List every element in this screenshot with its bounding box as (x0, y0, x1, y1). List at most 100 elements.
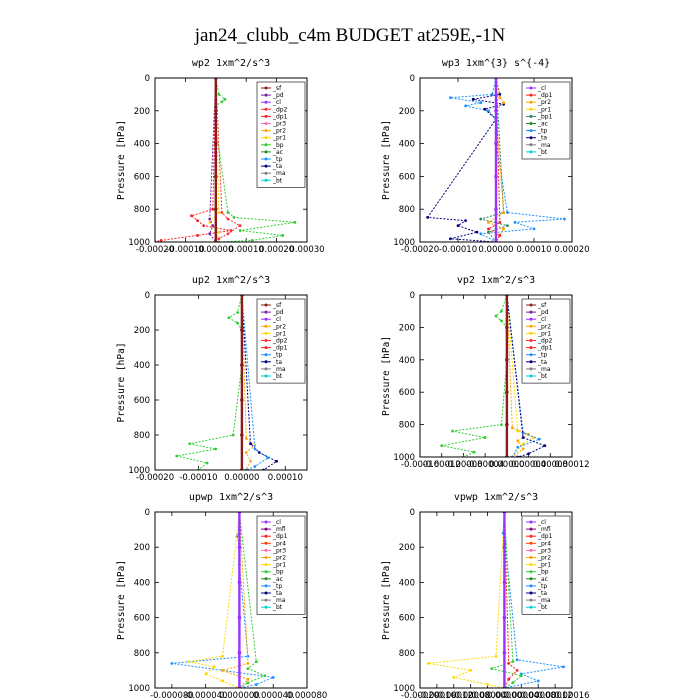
legend-entry: _pr1 (537, 106, 551, 113)
point-pd (211, 224, 215, 228)
point-dp1 (211, 207, 215, 211)
legend-marker (264, 317, 268, 321)
x-tick-label: -0.000080 (150, 691, 194, 700)
point-bp1 (506, 224, 509, 228)
y-tick-label: 0 (410, 508, 415, 518)
point-dp1 (507, 661, 511, 665)
y-tick-label: 0 (145, 508, 150, 518)
legend-marker (264, 143, 268, 147)
legend-entry: _bt (272, 373, 283, 380)
y-tick-label: 0 (410, 74, 415, 84)
legend-entry: _mfl (272, 526, 286, 533)
x-tick-label: -0.00016 (401, 460, 439, 470)
plot-frame (154, 77, 308, 243)
legend-entry: _ac (272, 149, 283, 156)
y-tick-label: 800 (134, 431, 150, 441)
point-cl (237, 545, 242, 549)
legend-marker (264, 107, 268, 111)
legend-marker (264, 584, 268, 588)
point-pr1 (221, 654, 224, 658)
point-sf (240, 328, 244, 332)
point-tp (266, 456, 270, 460)
y-tick-label: 400 (134, 361, 150, 371)
legend-marker (264, 563, 268, 567)
legend-marker (529, 317, 533, 321)
point-ta (275, 459, 278, 463)
series-group (440, 295, 547, 457)
series-pr2 (506, 295, 530, 457)
point-pr1 (494, 654, 498, 658)
legend-marker (529, 605, 533, 609)
y-tick-label: 600 (399, 614, 415, 624)
point-dp1 (196, 219, 199, 223)
legend-marker (264, 534, 268, 538)
x-tick-label: -0.00010 (179, 473, 217, 483)
point-pd (208, 217, 212, 221)
point-bp (263, 674, 267, 678)
point-ta (464, 219, 467, 223)
panel-title: wp2 1xm^2/s^3 (192, 58, 270, 69)
y-tick-label: 200 (134, 543, 150, 553)
point-pr2 (244, 437, 248, 440)
y-tick-label: 400 (134, 578, 150, 588)
legend-marker (529, 136, 533, 140)
point-tp (516, 445, 520, 449)
legend-entry: _pr3 (272, 121, 286, 128)
y-axis-label: Pressure [hPa] (381, 120, 392, 200)
legend-entry: _pr2 (537, 555, 551, 562)
x-tick-label: 0.000000 (219, 691, 260, 700)
y-axis-label: Pressure [hPa] (381, 560, 392, 640)
point-tp (449, 96, 452, 100)
y-tick-label: 800 (399, 649, 415, 659)
legend-entry: _pd (537, 309, 549, 316)
legend-entry: _cl (537, 316, 546, 323)
point-dp1 (202, 224, 206, 228)
legend-marker (529, 143, 533, 147)
x-tick-label: 0.00016 (554, 691, 589, 700)
point-bp (232, 216, 236, 219)
series-dp1 (487, 78, 501, 242)
point-cl (502, 580, 507, 585)
point-tp (271, 676, 275, 679)
point-cl (494, 109, 498, 113)
y-tick-label: 200 (399, 543, 415, 553)
x-tick-label: -0.00008 (452, 691, 490, 700)
point-bp (246, 681, 250, 685)
legend-marker (529, 548, 533, 552)
y-tick-label: 600 (399, 172, 415, 182)
x-tick-label: 0.00012 (538, 691, 573, 700)
x-tick-label: 0.00012 (554, 460, 589, 470)
legend-entry: _bt (272, 177, 283, 184)
point-pr1 (516, 429, 520, 433)
x-tick-label: 0.00008 (521, 691, 556, 700)
point-bp (227, 316, 231, 320)
point-ta (426, 216, 429, 219)
panel-title: vpwp 1xm^2/s^3 (454, 492, 538, 503)
point-bp (494, 314, 498, 318)
legend-marker (264, 171, 268, 175)
legend-marker (529, 93, 533, 97)
panel-2: up2 1xm^2/s^3 Pressure [hPa] 0 200 400 600 800… (116, 275, 308, 483)
point-sf (240, 433, 244, 437)
x-tick-label: 0.00000 (489, 460, 524, 470)
legend-marker (529, 114, 533, 118)
legend-marker (264, 598, 268, 602)
legend-marker (264, 577, 268, 581)
legend-entry: _sf (272, 302, 282, 309)
legend-marker (529, 324, 533, 328)
point-bp (226, 211, 230, 214)
point-bp (236, 311, 239, 314)
legend-entry: _dp1 (537, 345, 553, 352)
legend-entry: _pr4 (272, 540, 286, 547)
x-tick-label: -0.00020 (136, 245, 174, 255)
point-bp (205, 461, 209, 465)
legend-entry: _bp1 (537, 113, 553, 120)
point-pr2 (244, 451, 248, 454)
point-sf (505, 358, 509, 362)
legend-marker (529, 339, 533, 342)
x-tick-label: -0.00010 (439, 245, 477, 255)
legend-marker (264, 605, 268, 609)
point-bp (254, 660, 258, 663)
panel-4: upwp 1xm^2/s^3 Pressure [hPa] 0 200 400 600 80… (116, 492, 327, 700)
series-group (175, 295, 278, 470)
